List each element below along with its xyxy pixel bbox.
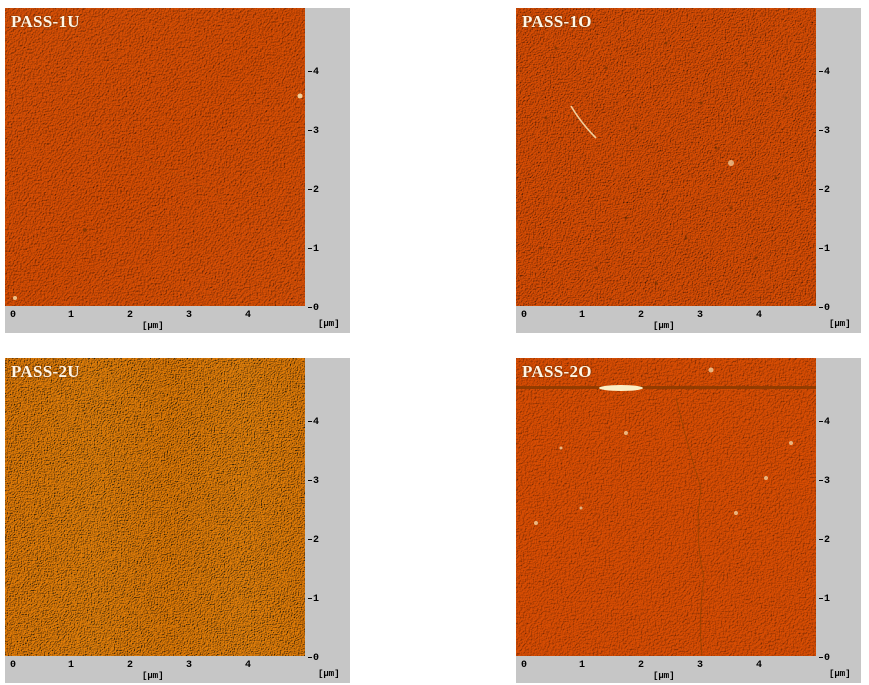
x-tick: 0 — [10, 660, 17, 671]
y-tick: 1 — [819, 595, 830, 605]
afm-panel-pass-2o: PASS-2O 4 3 2 1 0 0 1 2 3 4 [μm] [μm] — [516, 358, 861, 683]
y-tick: 0 — [308, 654, 319, 664]
afm-scan-image — [516, 358, 816, 656]
x-tick: 2 — [127, 660, 134, 671]
y-tick: 3 — [308, 127, 319, 137]
y-tick: 1 — [308, 595, 319, 605]
x-tick: 2 — [127, 310, 134, 321]
y-tick: 1 — [819, 245, 830, 255]
y-tick: 3 — [819, 477, 830, 487]
x-tick: 0 — [521, 310, 528, 321]
y-tick: 0 — [308, 304, 319, 314]
y-tick: 2 — [819, 536, 830, 546]
y-tick: 4 — [308, 418, 319, 428]
y-unit-label: [μm] — [829, 669, 851, 679]
y-tick: 4 — [819, 68, 830, 78]
x-unit-label: [μm] — [653, 321, 675, 331]
sample-label: PASS-2U — [11, 362, 80, 381]
y-tick: 2 — [308, 186, 319, 196]
x-tick: 1 — [579, 660, 586, 671]
x-tick: 4 — [756, 310, 763, 321]
x-tick: 3 — [697, 310, 704, 321]
x-tick: 0 — [521, 660, 528, 671]
afm-scan-image — [516, 8, 816, 306]
x-tick: 3 — [186, 310, 193, 321]
x-tick: 1 — [68, 660, 75, 671]
x-tick: 3 — [697, 660, 704, 671]
afm-panel-pass-1o: PASS-1O 4 3 2 1 0 0 1 2 3 4 [μm] [μm] — [516, 8, 861, 333]
y-tick: 2 — [308, 536, 319, 546]
y-tick: 3 — [308, 477, 319, 487]
x-tick: 4 — [245, 310, 252, 321]
y-unit-label: [μm] — [318, 319, 340, 329]
x-tick: 2 — [638, 310, 645, 321]
y-tick: 4 — [819, 418, 830, 428]
x-tick: 1 — [68, 310, 75, 321]
afm-panel-pass-2u: PASS-2U 4 3 2 1 0 0 1 2 3 4 [μm] [μm] — [5, 358, 350, 683]
y-tick: 4 — [308, 68, 319, 78]
x-tick: 3 — [186, 660, 193, 671]
x-unit-label: [μm] — [653, 671, 675, 681]
sample-label: PASS-2O — [522, 362, 592, 381]
y-tick: 0 — [819, 654, 830, 664]
y-tick: 2 — [819, 186, 830, 196]
x-tick: 1 — [579, 310, 586, 321]
x-tick: 0 — [10, 310, 17, 321]
x-tick: 4 — [245, 660, 252, 671]
sample-label: PASS-1O — [522, 12, 592, 31]
x-unit-label: [μm] — [142, 321, 164, 331]
y-tick: 3 — [819, 127, 830, 137]
y-tick: 0 — [819, 304, 830, 314]
afm-panel-pass-1u: PASS-1U 4 3 2 1 0 0 1 2 3 4 [μm] [μm] — [5, 8, 350, 333]
x-unit-label: [μm] — [142, 671, 164, 681]
afm-scan-image — [5, 8, 305, 306]
y-unit-label: [μm] — [318, 669, 340, 679]
sample-label: PASS-1U — [11, 12, 80, 31]
x-tick: 2 — [638, 660, 645, 671]
y-tick: 1 — [308, 245, 319, 255]
y-unit-label: [μm] — [829, 319, 851, 329]
afm-scan-image — [5, 358, 305, 656]
x-tick: 4 — [756, 660, 763, 671]
